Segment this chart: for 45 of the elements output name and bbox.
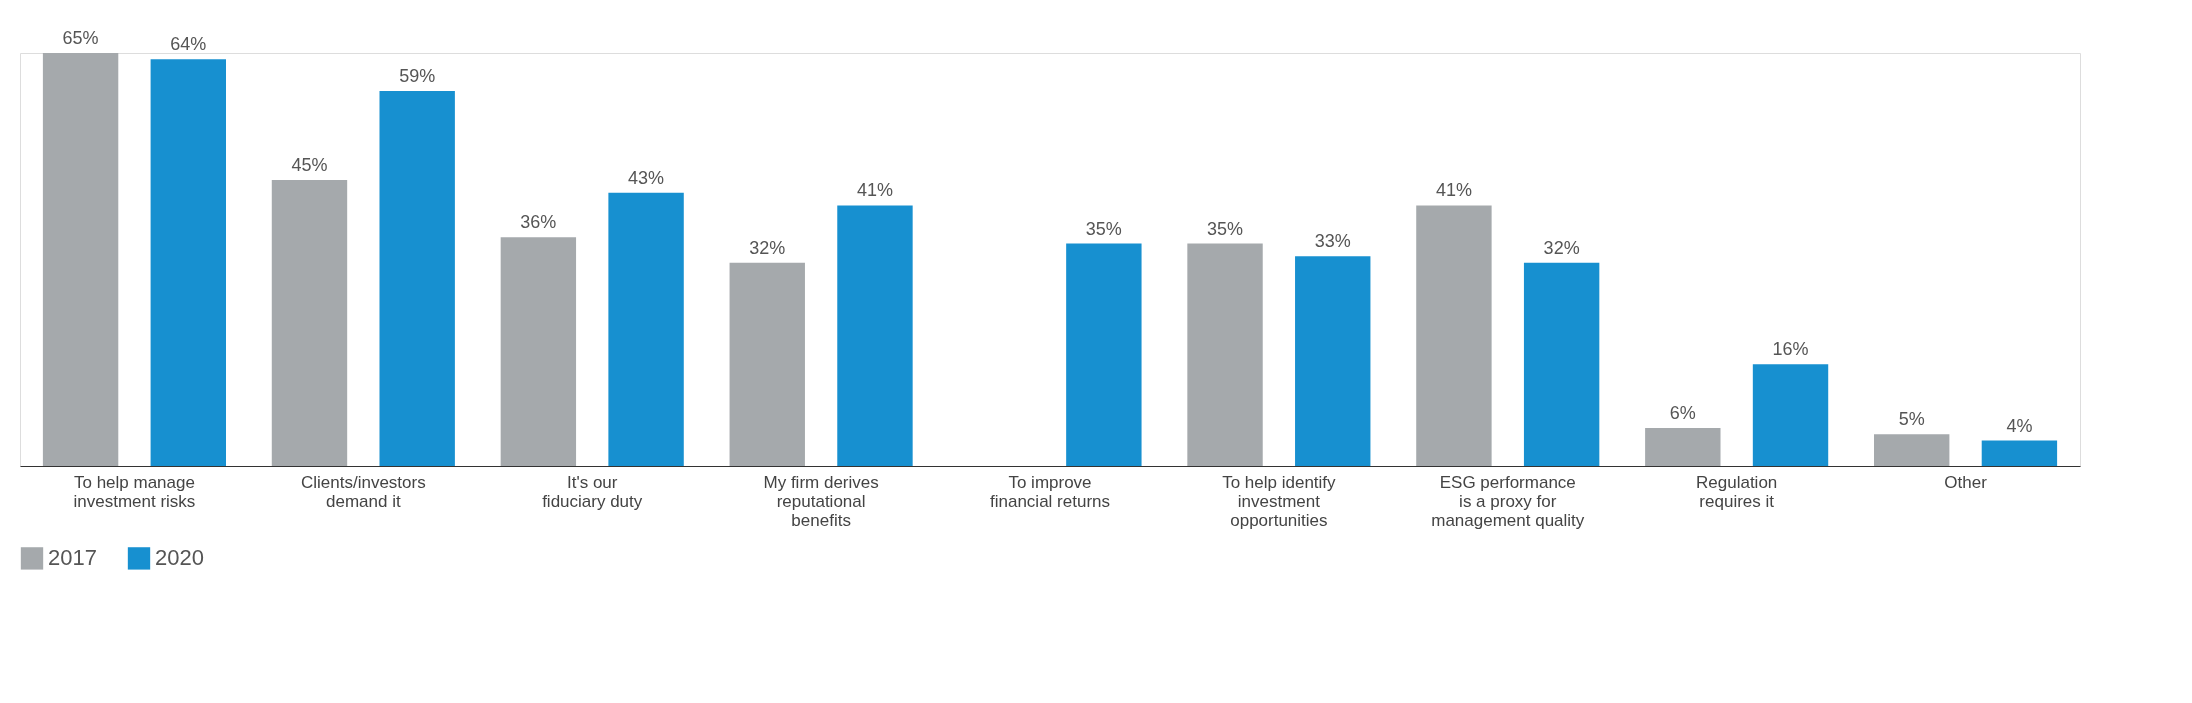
data-label: 41% [856,180,893,201]
data-label: 65% [62,28,99,48]
data-label: 32% [749,237,786,258]
bar [608,192,684,466]
legend-label: 2017 [48,545,97,571]
data-label: 64% [170,34,207,55]
bar [1295,256,1371,466]
legend-label: 2020 [155,545,204,571]
x-tick-label: Other [1944,472,1988,492]
bar [1874,434,1950,466]
data-label: 35% [1085,218,1122,239]
x-tick-label: Clients/investors demand it [300,472,426,511]
data-label: 6% [1669,402,1696,423]
bar [1416,205,1492,466]
x-tick-label: To help manage investment risks [73,472,196,511]
bar [379,91,455,466]
x-tick-label: My firm derives reputational benefits [763,472,879,530]
bar [1752,364,1829,466]
x-tick-label: To improve financial returns [989,472,1111,511]
data-label: 16% [1772,339,1809,360]
bar [1066,243,1142,466]
data-label: 41% [1435,180,1472,201]
x-tick-label: Regulation requires it [1696,472,1778,511]
data-label: 5% [1898,409,1925,430]
bar [729,262,805,466]
bar [837,205,913,466]
bar [271,180,348,466]
bar [1523,262,1600,466]
bar [150,59,226,466]
data-label: 45% [291,155,328,176]
data-label: 32% [1543,237,1580,258]
bar [500,237,577,466]
x-tick-label: It's our fiduciary duty [542,472,643,511]
data-label: 36% [520,212,557,233]
bar [1187,243,1263,466]
x-tick-label: To help identify investment opportunities [1222,472,1337,530]
data-label: 59% [399,66,436,87]
x-tick-label: ESG performance is a proxy for management quality [1431,472,1585,530]
bar [1645,427,1721,466]
data-label: 33% [1314,231,1351,252]
bar [1981,440,2058,466]
bar [42,53,119,466]
data-label: 4% [2006,415,2033,436]
data-label: 43% [628,167,665,188]
data-label: 35% [1207,218,1244,239]
